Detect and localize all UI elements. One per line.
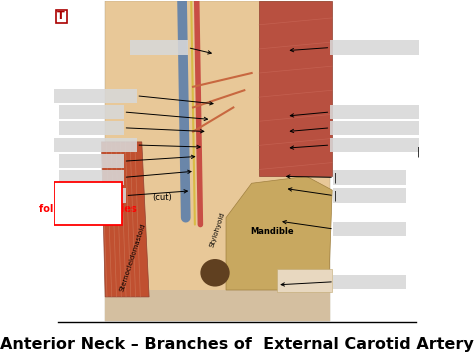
FancyBboxPatch shape (105, 1, 330, 321)
Polygon shape (226, 176, 332, 290)
Text: Mandible: Mandible (250, 227, 293, 236)
FancyBboxPatch shape (53, 138, 137, 152)
FancyBboxPatch shape (333, 274, 406, 289)
Text: (cut): (cut) (152, 193, 172, 201)
FancyBboxPatch shape (59, 170, 124, 185)
FancyBboxPatch shape (130, 40, 188, 55)
FancyBboxPatch shape (59, 121, 124, 135)
Bar (105, 290, 330, 321)
FancyBboxPatch shape (59, 154, 124, 169)
FancyBboxPatch shape (329, 121, 419, 135)
FancyBboxPatch shape (53, 188, 126, 203)
Polygon shape (259, 1, 332, 176)
Polygon shape (101, 142, 149, 297)
Text: Sternocleidomastoid: Sternocleidomastoid (118, 222, 146, 292)
Circle shape (201, 259, 230, 287)
FancyBboxPatch shape (333, 170, 406, 185)
Text: T: T (57, 11, 65, 21)
Text: |: | (333, 190, 337, 201)
Text: |: | (417, 146, 419, 157)
Text: Locate the
following arteries: Locate the following arteries (39, 192, 137, 214)
FancyBboxPatch shape (333, 188, 406, 203)
Text: Stylohyoid: Stylohyoid (209, 211, 226, 248)
FancyBboxPatch shape (59, 105, 124, 119)
Bar (54, 187, 62, 204)
Text: Anterior Neck – Branches of  External Carotid Artery: Anterior Neck – Branches of External Car… (0, 337, 474, 352)
FancyBboxPatch shape (53, 88, 137, 103)
FancyBboxPatch shape (333, 222, 406, 236)
FancyBboxPatch shape (329, 105, 419, 119)
FancyBboxPatch shape (329, 138, 419, 152)
Bar (277, 269, 332, 292)
FancyBboxPatch shape (54, 182, 122, 224)
Text: |: | (333, 172, 337, 183)
FancyBboxPatch shape (329, 40, 419, 55)
